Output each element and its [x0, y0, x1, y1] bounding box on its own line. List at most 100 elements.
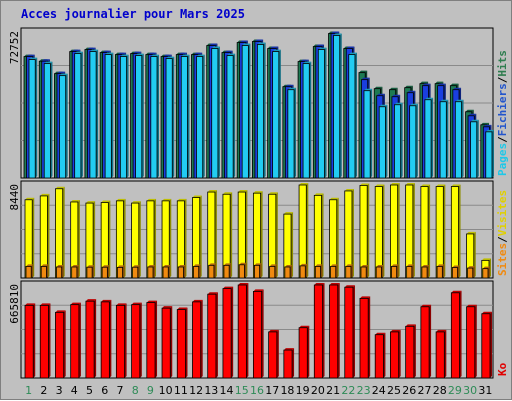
bar-ko-31 [481, 311, 492, 379]
bar-sites-8 [132, 265, 140, 279]
bar-pages-11 [180, 54, 190, 179]
bar-visites-24 [374, 184, 385, 279]
legend-entry-: / [496, 76, 509, 83]
bar-ko-5 [85, 299, 97, 379]
bar-pages-18 [287, 87, 297, 179]
day-label-6: 6 [101, 384, 108, 397]
day-label-7: 7 [116, 384, 123, 397]
bar-ko-9 [146, 300, 158, 379]
bar-pages-16 [256, 42, 266, 179]
bar-sites-28 [436, 264, 445, 279]
bar-sites-23 [360, 264, 369, 279]
legend-entry-fichiers: Fichiers [496, 83, 509, 136]
bar-ko-22 [344, 285, 355, 379]
bar-pages-21 [333, 33, 342, 179]
bar-pages-12 [196, 54, 205, 179]
bar-ko-27 [420, 304, 432, 379]
bar-ko-12 [192, 299, 203, 379]
day-label-17: 17 [265, 384, 279, 397]
bar-pages-27 [424, 97, 434, 179]
bar-ko-21 [329, 283, 340, 379]
legend-entry-ko: Ko [496, 362, 509, 376]
bar-pages-14 [226, 53, 236, 179]
day-label-16: 16 [250, 384, 264, 397]
bar-ko-7 [115, 303, 127, 379]
bar-visites-7 [115, 198, 126, 279]
bar-pages-17 [272, 49, 281, 179]
ko-panel-legend: Ko [496, 362, 509, 376]
bar-sites-7 [116, 265, 125, 279]
bar-pages-1 [28, 57, 38, 179]
day-label-9: 9 [147, 384, 154, 397]
bar-visites-26 [405, 183, 415, 279]
day-label-30: 30 [463, 384, 477, 397]
bar-ko-24 [374, 332, 386, 379]
bar-ko-2 [39, 303, 51, 379]
day-label-29: 29 [448, 384, 462, 397]
day-label-18: 18 [280, 384, 294, 397]
day-label-15: 15 [235, 384, 249, 397]
bar-ko-14 [222, 286, 234, 379]
series-sites [25, 262, 490, 279]
bar-pages-23 [363, 88, 373, 179]
day-label-3: 3 [56, 384, 63, 397]
bar-pages-29 [454, 99, 464, 179]
bar-sites-22 [345, 264, 353, 279]
chart-title: Acces journalier pour Mars 2025 [21, 7, 245, 21]
day-label-13: 13 [204, 384, 218, 397]
bar-pages-9 [150, 54, 160, 179]
bar-sites-29 [451, 265, 460, 279]
bar-ko-20 [313, 283, 325, 379]
bar-ko-15 [237, 283, 249, 379]
bar-sites-16 [253, 263, 262, 279]
bar-sites-3 [56, 264, 64, 279]
bar-visites-25 [390, 183, 400, 279]
day-label-28: 28 [433, 384, 447, 397]
bar-pages-30 [470, 119, 479, 179]
day-label-25: 25 [387, 384, 401, 397]
bar-pages-6 [104, 52, 114, 179]
ko-panel-ymax-label: 665810 [8, 284, 21, 324]
bar-sites-6 [101, 265, 110, 279]
bar-pages-8 [135, 53, 144, 179]
bar-ko-11 [176, 307, 188, 379]
series-pages [28, 33, 494, 179]
bar-pages-3 [59, 73, 68, 179]
bar-ko-6 [100, 299, 112, 379]
bar-sites-20 [314, 264, 323, 279]
bar-pages-22 [348, 52, 357, 179]
day-label-12: 12 [189, 384, 203, 397]
chart-panels: 72752Pages/Fichiers/Hits8440Sites/Visite… [8, 27, 509, 379]
legend-entry-pages: Pages [496, 143, 509, 176]
ko-panel: 665810 Ko [8, 280, 509, 379]
bar-ko-3 [55, 310, 66, 379]
bar-pages-7 [119, 54, 129, 179]
bar-ko-18 [283, 348, 295, 379]
legend-entry-visites: Visites [496, 190, 509, 236]
bar-visites-27 [420, 184, 431, 279]
bar-pages-2 [43, 61, 53, 179]
bar-sites-14 [223, 263, 232, 279]
bar-sites-17 [269, 264, 277, 279]
day-label-5: 5 [86, 384, 93, 397]
bar-ko-26 [405, 324, 416, 379]
bar-ko-19 [298, 325, 310, 379]
day-label-27: 27 [417, 384, 431, 397]
bar-ko-4 [70, 302, 81, 379]
bar-ko-30 [466, 304, 477, 379]
bar-visites-19 [298, 183, 309, 279]
bar-ko-10 [161, 306, 173, 379]
legend-entry-: / [496, 236, 509, 243]
day-labels: 1 2 3 4 5 6 7 8 9 10 11 12 13 14 15 16 17 18 19 20 21 22 23 24 2… [25, 384, 492, 397]
hits-panel-legend: Pages/Fichiers/Hits [496, 50, 509, 176]
bar-pages-20 [317, 47, 327, 179]
day-label-23: 23 [357, 384, 371, 397]
bar-pages-19 [302, 61, 312, 179]
day-label-10: 10 [159, 384, 173, 397]
bar-sites-1 [25, 264, 34, 279]
day-label-11: 11 [174, 384, 188, 397]
bar-pages-31 [485, 129, 494, 179]
bar-sites-4 [71, 264, 79, 279]
